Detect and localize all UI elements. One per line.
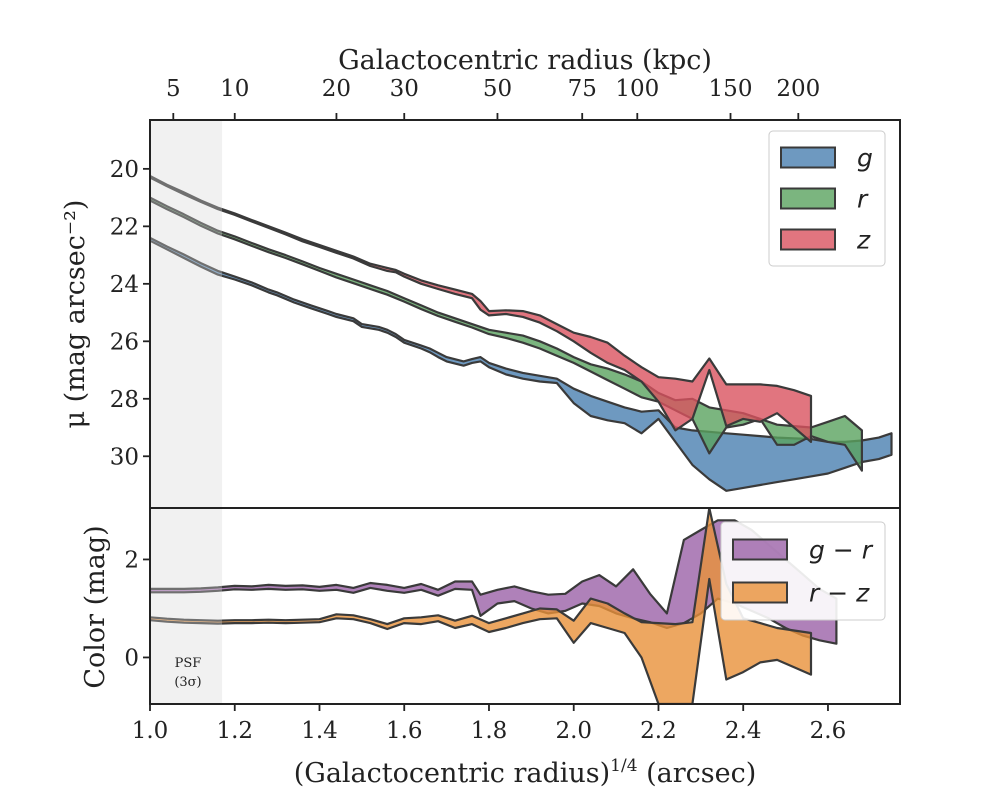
bottom-band-0 bbox=[150, 519, 838, 645]
psf-region: PSF (3σ) bbox=[150, 120, 223, 704]
top-panel-series bbox=[150, 174, 893, 492]
top-y-tick-22: 22 bbox=[110, 214, 150, 240]
svg-text:28: 28 bbox=[110, 387, 139, 413]
svg-text:1.6: 1.6 bbox=[386, 718, 423, 744]
bottom-band-1 bbox=[150, 508, 813, 704]
top-y-tick-26: 26 bbox=[110, 329, 150, 355]
svg-text:26: 26 bbox=[110, 329, 139, 355]
bottom-x-tick-2.4: 2.4 bbox=[725, 704, 762, 744]
svg-text:100: 100 bbox=[615, 76, 659, 102]
top-legend-swatch-1 bbox=[780, 187, 836, 210]
svg-text:1.0: 1.0 bbox=[132, 718, 169, 744]
bottom-panel-series bbox=[150, 508, 838, 704]
bottom-x-tick-1.8: 1.8 bbox=[471, 704, 508, 744]
svg-text:2.4: 2.4 bbox=[725, 718, 762, 744]
top-y-tick-24: 24 bbox=[110, 272, 150, 298]
bottom-x-tick-1.0: 1.0 bbox=[132, 704, 169, 744]
bottom-x-axis-label: (Galactocentric radius)1/4 (arcsec) bbox=[294, 756, 757, 789]
psf-label: PSF bbox=[175, 656, 202, 671]
bottom-legend-swatch-0 bbox=[732, 538, 788, 561]
bottom-y-tick-2: 2 bbox=[124, 547, 150, 573]
top-x-tick-200: 200 bbox=[776, 76, 820, 120]
top-x-tick-100: 100 bbox=[615, 76, 659, 120]
top-x-tick-150: 150 bbox=[709, 76, 753, 120]
legends: grz g − r r − z bbox=[720, 130, 886, 621]
top-x-tick-75: 75 bbox=[568, 76, 597, 120]
top-legend-label-0: g bbox=[857, 144, 873, 173]
svg-text:200: 200 bbox=[776, 76, 820, 102]
top-x-tick-5: 5 bbox=[166, 76, 181, 120]
x-axis-label-main: (Galactocentric radius) bbox=[294, 758, 610, 789]
top-band-2 bbox=[150, 174, 813, 443]
bottom-legend-swatch-1 bbox=[732, 581, 788, 604]
svg-text:30: 30 bbox=[110, 444, 139, 470]
svg-text:2.2: 2.2 bbox=[640, 718, 677, 744]
bottom-x-tick-1.6: 1.6 bbox=[386, 704, 423, 744]
top-band-1 bbox=[150, 196, 863, 472]
svg-text:20: 20 bbox=[322, 76, 351, 102]
bottom-x-tick-2.2: 2.2 bbox=[640, 704, 677, 744]
top-legend: grz bbox=[768, 130, 886, 267]
svg-text:2.0: 2.0 bbox=[555, 718, 592, 744]
axis-labels: Galactocentric radius (kpc) (Galactocent… bbox=[60, 45, 756, 789]
svg-text:30: 30 bbox=[390, 76, 419, 102]
svg-text:1.8: 1.8 bbox=[471, 718, 508, 744]
psf-shade bbox=[150, 120, 223, 704]
top-legend-label-2: z bbox=[856, 226, 871, 255]
svg-text:150: 150 bbox=[709, 76, 753, 102]
svg-text:1.2: 1.2 bbox=[216, 718, 253, 744]
svg-text:24: 24 bbox=[110, 272, 139, 298]
top-x-tick-20: 20 bbox=[322, 76, 351, 120]
axes: 20 22 24 26 28 30 5 10 20 30 50 75 100 150 200 0 2 1.0 1.2… bbox=[110, 76, 901, 744]
bottom-x-tick-2.6: 2.6 bbox=[810, 704, 847, 744]
svg-text:20: 20 bbox=[110, 157, 139, 183]
svg-text:50: 50 bbox=[483, 76, 512, 102]
top-band-0 bbox=[150, 236, 893, 492]
x-axis-label-unit bbox=[638, 758, 647, 789]
top-y-tick-30: 30 bbox=[110, 444, 150, 470]
bottom-x-tick-2.0: 2.0 bbox=[555, 704, 592, 744]
bottom-legend: g − r r − z bbox=[720, 521, 886, 621]
top-y-axis-label: μ (mag arcsec⁻²) bbox=[60, 200, 91, 429]
svg-text:75: 75 bbox=[568, 76, 597, 102]
psf-sigma-label: (3σ) bbox=[174, 675, 201, 690]
bottom-legend-label-0: g − r bbox=[809, 536, 874, 565]
svg-text:10: 10 bbox=[220, 76, 249, 102]
top-legend-swatch-2 bbox=[780, 228, 836, 251]
bottom-x-tick-1.2: 1.2 bbox=[216, 704, 253, 744]
top-x-tick-10: 10 bbox=[220, 76, 249, 120]
svg-text:5: 5 bbox=[166, 76, 181, 102]
svg-text:2: 2 bbox=[124, 547, 139, 573]
x-axis-label-unit-text: (arcsec) bbox=[646, 758, 756, 789]
top-legend-label-1: r bbox=[857, 185, 869, 214]
bottom-y-axis-label: Color (mag) bbox=[80, 525, 111, 688]
svg-text:1.4: 1.4 bbox=[301, 718, 338, 744]
top-y-tick-20: 20 bbox=[110, 157, 150, 183]
x-axis-label-exponent: 1/4 bbox=[610, 756, 637, 776]
svg-text:0: 0 bbox=[124, 645, 139, 671]
top-y-tick-28: 28 bbox=[110, 387, 150, 413]
svg-text:22: 22 bbox=[110, 214, 139, 240]
bottom-x-tick-1.4: 1.4 bbox=[301, 704, 338, 744]
top-legend-swatch-0 bbox=[780, 146, 836, 169]
top-x-tick-50: 50 bbox=[483, 76, 512, 120]
top-x-axis-label: Galactocentric radius (kpc) bbox=[338, 45, 712, 76]
bottom-panel-frame bbox=[149, 507, 901, 705]
bottom-y-tick-0: 0 bbox=[124, 645, 150, 671]
top-x-tick-30: 30 bbox=[390, 76, 419, 120]
svg-text:2.6: 2.6 bbox=[810, 718, 847, 744]
bottom-legend-label-1: r − z bbox=[809, 579, 870, 608]
